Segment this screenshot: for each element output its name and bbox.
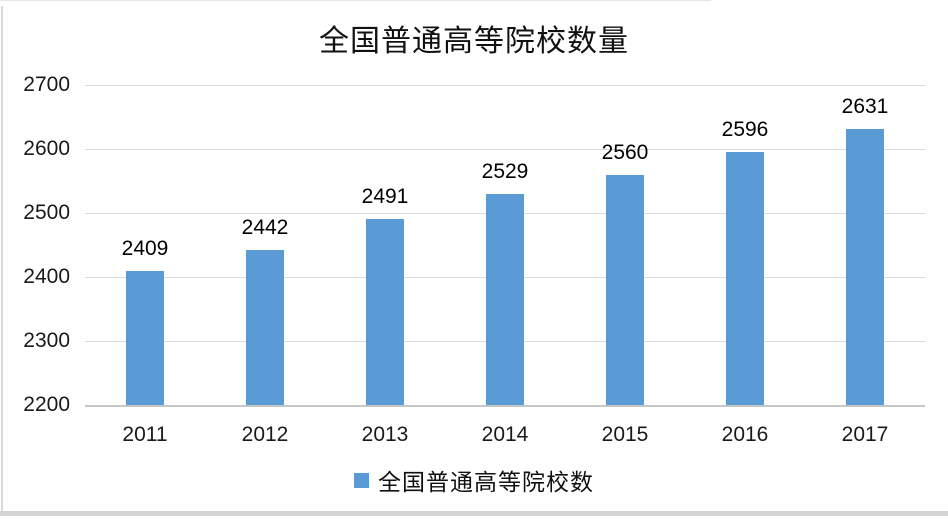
bar-2011 bbox=[126, 271, 164, 405]
x-category-label: 2011 bbox=[122, 423, 168, 446]
bar-value-label: 2560 bbox=[601, 141, 649, 164]
card-bottom-edge bbox=[0, 511, 948, 516]
bar-value-label: 2529 bbox=[481, 160, 529, 183]
x-category-label: 2014 bbox=[481, 423, 529, 446]
y-tick-label: 2700 bbox=[23, 73, 70, 96]
x-category-label: 2012 bbox=[241, 423, 289, 446]
bar-value-label: 2409 bbox=[121, 237, 169, 260]
x-axis-line bbox=[85, 405, 925, 407]
chart-title: 全国普通高等院校数量 bbox=[319, 24, 629, 59]
x-category-label: 2017 bbox=[841, 423, 889, 446]
bar-value-label: 2631 bbox=[841, 95, 889, 118]
card-top-edge bbox=[0, 0, 711, 1]
x-category-label: 2013 bbox=[361, 423, 409, 446]
bar-2016 bbox=[726, 152, 764, 405]
x-category-label: 2015 bbox=[601, 423, 649, 446]
bar-2017 bbox=[846, 129, 884, 405]
x-category-label: 2016 bbox=[721, 423, 769, 446]
y-tick-label: 2200 bbox=[23, 393, 70, 416]
gridline bbox=[85, 85, 925, 86]
legend-label: 全国普通高等院校数 bbox=[378, 470, 594, 496]
y-tick-label: 2300 bbox=[23, 329, 70, 352]
card-left-edge bbox=[1, 6, 3, 511]
y-tick-label: 2400 bbox=[23, 265, 70, 288]
bar-2012 bbox=[246, 250, 284, 405]
bar-2014 bbox=[486, 194, 524, 405]
bar-value-label: 2596 bbox=[721, 118, 769, 141]
gridline bbox=[85, 149, 925, 150]
bar-2015 bbox=[606, 175, 644, 405]
bar-value-label: 2491 bbox=[361, 185, 409, 208]
y-tick-label: 2500 bbox=[23, 201, 70, 224]
bar-value-label: 2442 bbox=[241, 216, 289, 239]
y-tick-label: 2600 bbox=[23, 137, 70, 160]
bar-2013 bbox=[366, 219, 404, 405]
legend: 全国普通高等院校数 bbox=[0, 463, 948, 497]
legend-swatch-icon bbox=[354, 472, 369, 488]
